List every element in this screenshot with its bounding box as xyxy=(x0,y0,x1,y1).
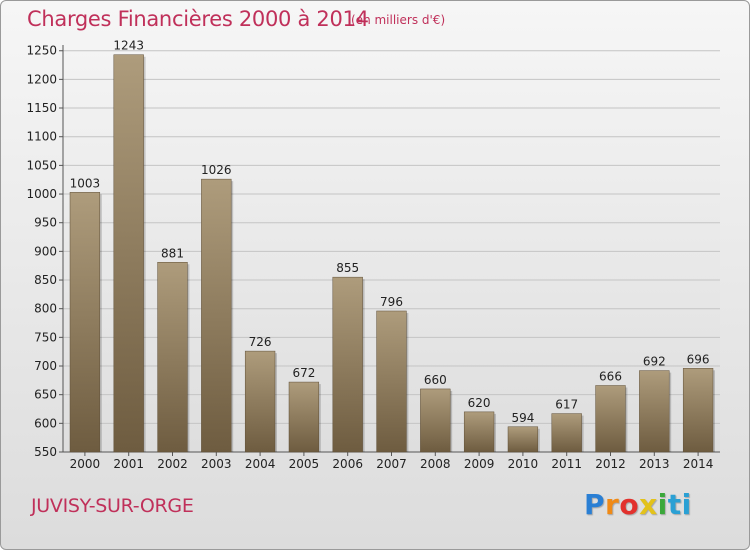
x-tick-label-2002: 2002 xyxy=(157,457,188,471)
bar-2010[interactable] xyxy=(507,426,539,453)
x-tick-label-2005: 2005 xyxy=(289,457,320,471)
x-tick-label-2001: 2001 xyxy=(113,457,144,471)
x-tick-label-2009: 2009 xyxy=(464,457,495,471)
x-tick-label-2004: 2004 xyxy=(245,457,276,471)
y-tick-label: 650 xyxy=(34,388,57,402)
bar-2006[interactable] xyxy=(332,276,363,453)
y-tick-label: 850 xyxy=(34,273,57,287)
y-tick-label: 1200 xyxy=(26,72,57,86)
x-tick-label-2010: 2010 xyxy=(508,457,539,471)
data-label-2006: 855 xyxy=(336,261,359,275)
y-tick-label: 1050 xyxy=(26,158,57,172)
data-label-2011: 617 xyxy=(555,398,578,412)
y-tick-label: 750 xyxy=(34,330,57,344)
data-label-2014: 696 xyxy=(687,352,710,366)
x-tick-label-2006: 2006 xyxy=(332,457,363,471)
y-tick-label: 700 xyxy=(34,359,57,373)
bar-2007[interactable] xyxy=(376,310,407,453)
bar-2009[interactable] xyxy=(463,411,495,453)
y-tick-label: 1100 xyxy=(26,130,57,144)
bar-2011[interactable] xyxy=(551,413,582,453)
x-tick-label-2008: 2008 xyxy=(420,457,451,471)
bar-2014[interactable] xyxy=(682,368,714,453)
x-tick-label-2007: 2007 xyxy=(376,457,407,471)
data-label-2001: 1243 xyxy=(113,39,144,53)
y-tick-label: 950 xyxy=(34,216,57,230)
data-label-2003: 1026 xyxy=(201,163,232,177)
x-tick-label-2003: 2003 xyxy=(201,457,232,471)
bar-2002[interactable] xyxy=(157,262,188,453)
unit-note: (en milliers d'€) xyxy=(351,13,446,27)
bar-2012[interactable] xyxy=(595,385,626,453)
data-label-2010: 594 xyxy=(511,411,534,425)
y-tick-label: 600 xyxy=(34,416,57,430)
bar-2001[interactable] xyxy=(113,54,144,453)
x-tick-label-2013: 2013 xyxy=(639,457,670,471)
data-label-2002: 881 xyxy=(161,246,184,260)
chart-title: Charges Financières 2000 à 2014 xyxy=(27,7,369,31)
data-label-2007: 796 xyxy=(380,295,403,309)
y-tick-label: 1150 xyxy=(26,101,57,115)
x-tick-label-2000: 2000 xyxy=(70,457,101,471)
bar-2008[interactable] xyxy=(420,388,451,453)
y-tick-label: 1250 xyxy=(26,44,57,58)
data-label-2004: 726 xyxy=(249,335,272,349)
bar-2003[interactable] xyxy=(201,178,232,453)
bar-2013[interactable] xyxy=(639,370,670,453)
bar-2004[interactable] xyxy=(244,350,276,453)
proxiti-logo[interactable]: Proxiti xyxy=(584,488,692,521)
city-name: JUVISY-SUR-ORGE xyxy=(31,495,194,517)
data-label-2000: 1003 xyxy=(70,176,101,190)
data-label-2008: 660 xyxy=(424,373,447,387)
data-label-2009: 620 xyxy=(468,396,491,410)
bar-2005[interactable] xyxy=(288,381,320,453)
y-tick-label: 800 xyxy=(34,302,57,316)
x-tick-label-2011: 2011 xyxy=(551,457,582,471)
y-tick-label: 1000 xyxy=(26,187,57,201)
bar-2000[interactable] xyxy=(69,192,101,453)
data-label-2012: 666 xyxy=(599,370,622,384)
x-tick-label-2012: 2012 xyxy=(595,457,626,471)
y-tick-label: 900 xyxy=(34,244,57,258)
x-tick-label-2014: 2014 xyxy=(683,457,714,471)
data-label-2005: 672 xyxy=(292,366,315,380)
data-label-2013: 692 xyxy=(643,355,666,369)
y-tick-label: 550 xyxy=(34,445,57,459)
